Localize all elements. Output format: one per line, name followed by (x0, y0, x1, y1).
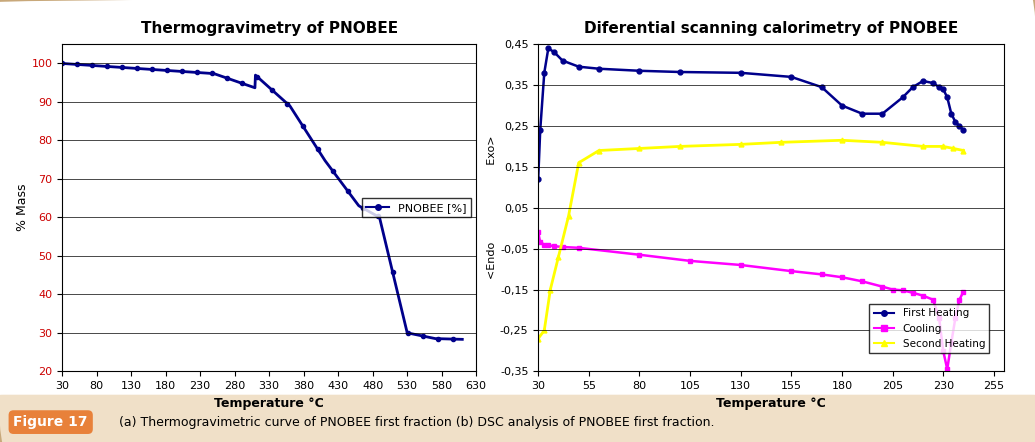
Y-axis label: % Mass: % Mass (16, 184, 29, 232)
X-axis label: Temperature °C: Temperature °C (716, 396, 826, 410)
Title: Diferential scanning calorimetry of PNOBEE: Diferential scanning calorimetry of PNOB… (584, 21, 958, 36)
Legend: First Heating, Cooling, Second Heating: First Heating, Cooling, Second Heating (869, 304, 989, 353)
Legend: PNOBEE [%]: PNOBEE [%] (362, 198, 471, 217)
Text: Figure 17: Figure 17 (13, 415, 88, 429)
Title: Thermogravimetry of PNOBEE: Thermogravimetry of PNOBEE (141, 21, 397, 36)
Text: (a) Thermogravimetric curve of PNOBEE first fraction (b) DSC analysis of PNOBEE : (a) Thermogravimetric curve of PNOBEE fi… (119, 415, 714, 429)
Y-axis label: <Endo                      Exo>: <Endo Exo> (487, 136, 497, 279)
X-axis label: Temperature °C: Temperature °C (214, 396, 324, 410)
